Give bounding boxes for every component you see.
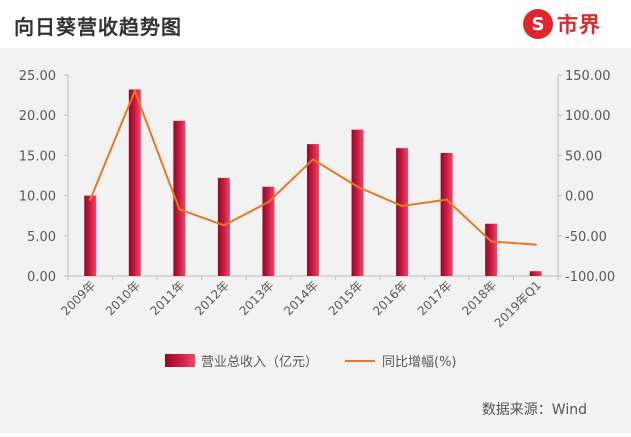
y-right-tick-label: 50.00 — [565, 149, 602, 164]
bar — [529, 271, 542, 276]
y-right-tick-label: 100.00 — [565, 109, 611, 124]
growth-point — [133, 89, 137, 93]
revenue-chart: 0.00 5.00 10.00 15.00 20.00 25.00 -100.00 -50.0… — [19, 69, 615, 370]
x-tick-label: 2019年Q1 — [492, 278, 544, 330]
bar — [128, 89, 141, 276]
bar — [307, 144, 319, 276]
bar — [262, 186, 275, 276]
legend-bar-swatch — [165, 354, 195, 367]
growth-point — [356, 185, 359, 188]
x-tick-label: 2011年 — [148, 278, 188, 318]
growth-point — [311, 158, 315, 161]
chart-panel: 0.00 5.00 10.00 15.00 20.00 25.00 -100.00 -50.0… — [0, 48, 631, 433]
x-tick-label: 2018年 — [459, 278, 499, 318]
growth-point — [489, 240, 493, 243]
growth-point — [400, 204, 404, 208]
y-right-tick-label: -100.00 — [565, 270, 615, 285]
bar — [396, 148, 409, 276]
legend-line-label: 同比增幅(%) — [382, 355, 457, 370]
growth-point — [267, 200, 270, 204]
legend-bar-label: 营业总收入（亿元） — [201, 355, 318, 370]
growth-point — [534, 243, 537, 246]
growth-point — [89, 198, 92, 201]
y-left-tick-label: 10.00 — [19, 190, 56, 205]
logo-mark-icon: S — [523, 9, 553, 39]
header: 向日葵营收趋势图 S 市界 — [0, 0, 631, 48]
x-tick-label: 2016年 — [370, 278, 410, 318]
y-left-tick-label: 0.00 — [27, 270, 56, 285]
x-tick-label: 2017年 — [415, 278, 455, 318]
y-right-tick-label: 150.00 — [565, 69, 611, 84]
x-tick-label: 2012年 — [192, 278, 232, 318]
bar — [173, 120, 186, 276]
y-left-tick-label: 5.00 — [27, 230, 56, 245]
chart-title: 向日葵营收趋势图 — [14, 15, 182, 39]
bar — [217, 177, 230, 276]
bar — [84, 195, 97, 276]
y-left-tick-label: 25.00 — [19, 69, 56, 84]
brand-logo: S 市界 — [523, 8, 601, 40]
growth-point — [178, 208, 181, 211]
y-left-tick-label: 15.00 — [19, 149, 56, 164]
data-source: 数据来源：Wind — [481, 402, 587, 418]
y-left-tick-label: 20.00 — [19, 109, 56, 124]
x-tick-label: 2009年 — [58, 278, 98, 318]
x-tick-label: 2014年 — [281, 278, 321, 318]
growth-point — [222, 224, 226, 227]
growth-point — [445, 198, 448, 201]
x-tick-label: 2015年 — [326, 278, 366, 318]
bar — [440, 152, 453, 276]
bar — [351, 129, 364, 276]
y-right-tick-label: -50.00 — [565, 230, 607, 245]
logo-text: 市界 — [557, 13, 601, 37]
x-tick-label: 2013年 — [237, 278, 277, 318]
bar — [485, 223, 498, 276]
x-tick-label: 2010年 — [103, 278, 143, 318]
y-right-tick-label: 0.00 — [565, 190, 594, 205]
